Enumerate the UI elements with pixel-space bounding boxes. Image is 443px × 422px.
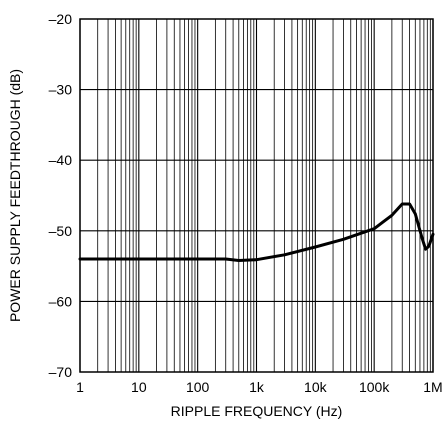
series-line-0 (78, 202, 435, 262)
y-axis-label: POWER SUPPLY FEEDTHROUGH (dB) (7, 69, 23, 322)
y-tick-label: –40 (49, 152, 73, 168)
tick-labels: 1 10 100 1k 10k 100k 1M –70 –60 –50 –40 –30 –20 (49, 11, 443, 395)
plot-frame (79, 18, 434, 373)
x-tick-label: 1k (249, 379, 265, 395)
y-tick-label: –50 (49, 223, 73, 239)
plot-border (79, 18, 434, 373)
x-tick-label: 10k (304, 379, 328, 395)
y-tick-label: –30 (49, 82, 73, 98)
y-tick-label: –20 (49, 11, 73, 27)
x-tick-label: 100 (186, 379, 210, 395)
y-tick-label: –60 (49, 293, 73, 309)
series-group (78, 202, 435, 262)
x-tick-label: 1M (423, 379, 442, 395)
y-tick-label: –70 (49, 364, 73, 380)
x-tick-label: 1 (76, 379, 84, 395)
grid (79, 18, 434, 373)
x-tick-label: 100k (359, 379, 390, 395)
x-tick-label: 10 (131, 379, 147, 395)
x-axis-label: RIPPLE FREQUENCY (Hz) (171, 403, 343, 419)
